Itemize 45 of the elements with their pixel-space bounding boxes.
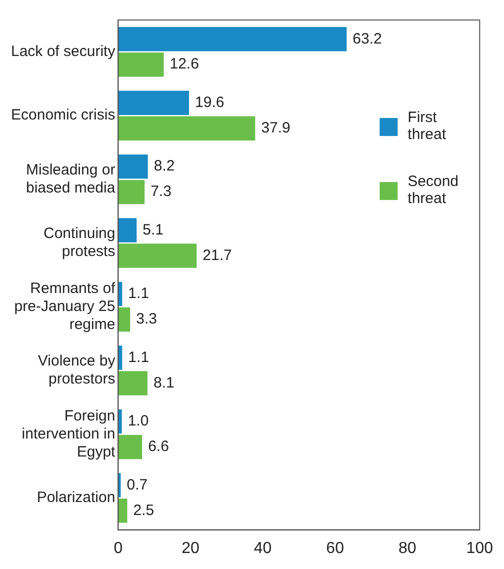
data-label: 1.1 [128, 348, 150, 366]
data-label: 6.6 [148, 438, 169, 456]
legend-label: First threat [408, 109, 447, 144]
data-label: 1.0 [128, 412, 149, 430]
data-label: 37.9 [261, 119, 290, 136]
legend-label: Second threat [408, 173, 459, 208]
data-label: 7.3 [150, 183, 172, 200]
bar [118, 409, 122, 434]
y-tick-label: Foreign intervention in Egypt [22, 407, 116, 460]
data-label: 19.6 [195, 94, 224, 111]
x-tick-label: 40 [254, 540, 272, 557]
data-label: 3.3 [136, 310, 157, 328]
data-label: 5.1 [142, 221, 164, 238]
x-tick-label: 0 [114, 540, 123, 557]
bar [118, 116, 256, 140]
data-label: 0.7 [126, 476, 148, 494]
data-label: 12.6 [170, 56, 199, 73]
data-label: 8.2 [154, 158, 175, 175]
bar [118, 27, 347, 52]
bar [118, 307, 130, 332]
x-tick-label: 100 [466, 540, 494, 557]
y-tick-label: Polarization [36, 489, 116, 506]
y-tick-label: Violence by protestors [38, 352, 116, 388]
y-tick-label: Misleading or biased media [26, 161, 116, 196]
bar [118, 218, 137, 242]
bar [118, 434, 142, 460]
data-label: 1.1 [128, 285, 150, 302]
x-tick-label: 80 [398, 540, 416, 557]
bar [118, 90, 190, 115]
data-label: 21.7 [202, 246, 232, 264]
bar [118, 244, 197, 268]
data-label: 2.5 [133, 502, 154, 519]
bar [118, 52, 164, 77]
y-tick-label: Economic crisis [11, 106, 116, 124]
bar [118, 498, 128, 523]
data-label: 8.1 [153, 374, 174, 392]
bar [118, 180, 145, 204]
y-tick-label: Lack of security [10, 43, 116, 60]
x-tick-label: 20 [182, 540, 200, 557]
data-label: 63.2 [352, 30, 382, 48]
bar [118, 154, 148, 179]
bar [118, 371, 148, 396]
x-tick-label: 60 [326, 540, 344, 557]
y-tick-label: Continuing protests [43, 225, 116, 260]
y-tick-label: Remnants of pre-January 25 regime [14, 280, 116, 333]
